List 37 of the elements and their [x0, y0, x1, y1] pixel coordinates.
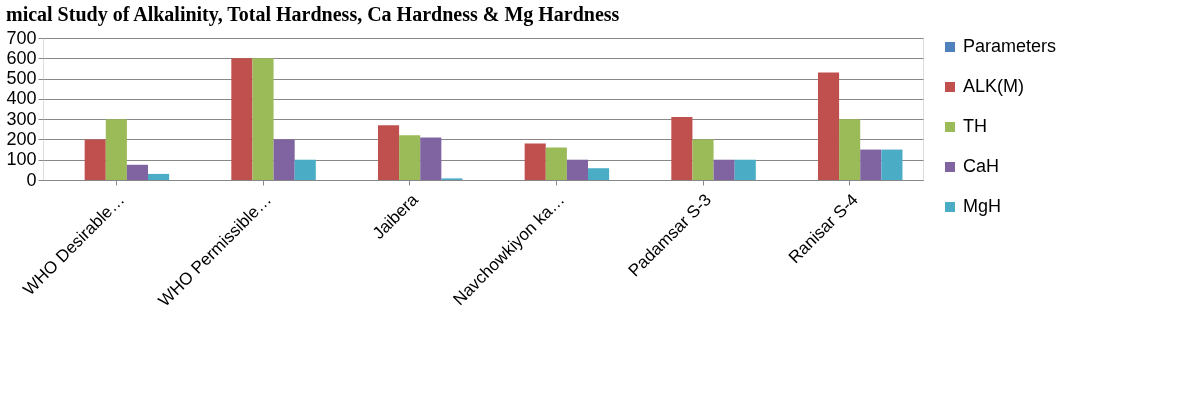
bar [524, 143, 546, 180]
bar [713, 159, 735, 180]
bar [566, 159, 589, 180]
bar [273, 139, 295, 180]
y-tick-label: 200 [6, 128, 37, 149]
bar [231, 58, 253, 180]
chart-title: mical Study of Alkalinity, Total Hardness, Ca Hardness & Mg Hardness [5, 3, 620, 26]
bar [734, 159, 756, 180]
bar [881, 149, 903, 180]
bar [84, 139, 106, 180]
bar [671, 117, 693, 180]
legend-label: MgH [963, 196, 1002, 216]
bar [252, 58, 274, 180]
legend-label: CaH [963, 156, 1000, 176]
legend-label: TH [963, 116, 987, 136]
y-tick-label: 300 [6, 108, 37, 129]
bar [588, 168, 610, 180]
bar [692, 139, 714, 180]
y-tick-label: 400 [6, 88, 37, 109]
y-tick-label: 100 [6, 149, 37, 170]
y-tick-label: 0 [26, 169, 37, 190]
bar [420, 137, 442, 180]
y-tick-label: 500 [6, 68, 37, 89]
bar [294, 159, 316, 180]
bar [399, 135, 421, 180]
bar [148, 173, 170, 180]
bar [126, 164, 149, 180]
bar [817, 72, 840, 180]
bar [860, 149, 882, 180]
bar [105, 119, 127, 180]
y-tick-label: 600 [6, 47, 37, 68]
bar [545, 147, 567, 180]
y-tick-label: 700 [6, 27, 37, 48]
legend-label: Parameters [963, 36, 1057, 56]
bar [377, 125, 400, 180]
legend-label: ALK(M) [963, 76, 1025, 96]
bar [839, 119, 861, 180]
